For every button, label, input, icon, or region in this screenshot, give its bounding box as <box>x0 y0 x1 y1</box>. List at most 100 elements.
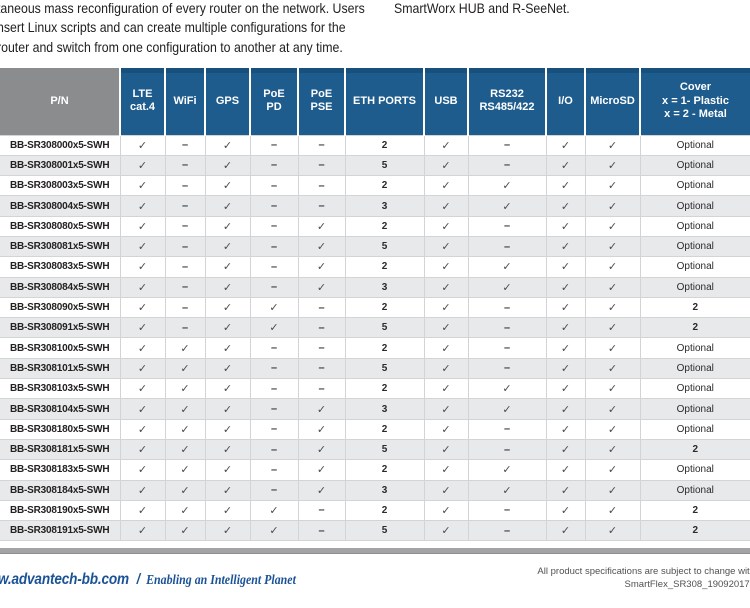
feature-cell: – <box>249 134 298 156</box>
cover-cell: Optional <box>639 398 750 420</box>
feature-cell: ✓ <box>584 357 640 379</box>
feature-cell: – <box>297 520 345 542</box>
feature-cell: ✓ <box>119 459 165 481</box>
cover-cell: Optional <box>639 378 750 399</box>
feature-cell: ✓ <box>164 378 205 399</box>
feature-cell: – <box>467 215 546 237</box>
feature-cell: – <box>467 317 546 338</box>
footer-tagline: Enabling an Intelligent Planet <box>146 573 296 588</box>
feature-cell: – <box>467 357 546 379</box>
feature-cell: 2 <box>344 378 424 399</box>
feature-cell: – <box>297 175 345 196</box>
cover-cell: Optional <box>639 235 750 257</box>
feature-cell: ✓ <box>119 134 165 156</box>
feature-cell: ✓ <box>545 479 585 501</box>
feature-cell: ✓ <box>297 479 345 501</box>
feature-cell: ✓ <box>467 175 546 196</box>
feature-cell: ✓ <box>545 276 585 298</box>
feature-cell: ✓ <box>204 459 250 481</box>
feature-cell: ✓ <box>423 398 468 420</box>
feature-cell: ✓ <box>119 418 165 440</box>
feature-cell: ✓ <box>119 235 165 257</box>
feature-cell: ✓ <box>584 256 640 278</box>
pn-cell: BB-SR308080x5-SWH <box>0 215 120 237</box>
pn-cell: BB-SR308181x5-SWH <box>0 438 120 460</box>
feature-cell: ✓ <box>204 337 250 359</box>
intro-line: nsert Linux scripts and can create multi… <box>0 19 346 36</box>
feature-cell: – <box>249 378 298 399</box>
feature-cell: ✓ <box>545 154 585 176</box>
feature-cell: – <box>467 337 546 359</box>
footer-note: All product specifications are subject t… <box>537 566 750 591</box>
feature-cell: ✓ <box>164 398 205 420</box>
feature-cell: ✓ <box>119 398 165 420</box>
feature-cell: – <box>249 175 298 196</box>
feature-cell: ✓ <box>545 520 585 542</box>
feature-cell: ✓ <box>467 276 546 298</box>
spec-table: P/N LTE cat.4 WiFi GPS PoE PD PoE PSE ETH PORTS US… <box>0 68 750 542</box>
table-row: BB-SR308104x5-SWH ✓ ✓ ✓ – ✓ 3 ✓ ✓ ✓ ✓ Optional <box>0 398 750 420</box>
cover-cell: Optional <box>639 154 750 176</box>
cover-cell: 2 <box>639 499 750 521</box>
feature-cell: ✓ <box>584 235 640 257</box>
feature-cell: 5 <box>344 154 424 176</box>
feature-cell: ✓ <box>467 378 546 399</box>
feature-cell: – <box>249 195 298 217</box>
cover-cell: Optional <box>639 357 750 379</box>
cover-cell: Optional <box>639 175 750 196</box>
feature-cell: 2 <box>344 256 424 278</box>
feature-cell: ✓ <box>467 195 546 217</box>
header-row: P/N LTE cat.4 WiFi GPS PoE PD PoE PSE ETH PORTS US… <box>0 68 750 135</box>
table-row: BB-SR308004x5-SWH ✓ – ✓ – –3 ✓ ✓ ✓ ✓ Optional <box>0 195 750 217</box>
cover-cell: Optional <box>639 215 750 237</box>
feature-cell: – <box>249 459 298 481</box>
footer-note-line: All product specifications are subject t… <box>537 566 750 577</box>
feature-cell: ✓ <box>545 459 585 481</box>
feature-cell: ✓ <box>204 438 250 460</box>
feature-cell: ✓ <box>584 438 640 460</box>
feature-cell: ✓ <box>584 520 640 542</box>
feature-cell: 2 <box>344 215 424 237</box>
feature-cell: ✓ <box>584 195 640 217</box>
cover-cell: 2 <box>639 317 750 338</box>
pn-cell: BB-SR308004x5-SWH <box>0 195 120 217</box>
footer-note-line: SmartFlex_SR308_19092017d <box>624 578 750 590</box>
feature-cell: ✓ <box>584 296 640 318</box>
column-header-microsd: MicroSD <box>584 68 640 135</box>
feature-cell: ✓ <box>584 317 640 338</box>
feature-cell: 2 <box>344 499 424 521</box>
feature-cell: 3 <box>344 276 424 298</box>
feature-cell: ✓ <box>423 175 468 196</box>
feature-cell: ✓ <box>584 175 640 196</box>
feature-cell: 2 <box>344 175 424 196</box>
pn-cell: BB-SR308180x5-SWH <box>0 418 120 440</box>
feature-cell: ✓ <box>297 398 345 420</box>
feature-cell: ✓ <box>119 438 165 460</box>
feature-cell: ✓ <box>164 337 205 359</box>
feature-cell: ✓ <box>423 256 468 278</box>
feature-cell: – <box>467 134 546 156</box>
feature-cell: ✓ <box>423 520 468 542</box>
table-row: BB-SR308100x5-SWH ✓ ✓ ✓ – –2 ✓ – ✓ ✓ Optional <box>0 337 750 359</box>
feature-cell: ✓ <box>249 520 298 542</box>
footer-branding: w.advantech-bb.com / Enabling an Intellige… <box>0 571 296 589</box>
feature-cell: ✓ <box>119 357 165 379</box>
pn-cell: BB-SR308084x5-SWH <box>0 276 120 298</box>
feature-cell: ✓ <box>467 459 546 481</box>
feature-cell: 5 <box>344 317 424 338</box>
table-row: BB-SR308191x5-SWH ✓ ✓ ✓ ✓ –5 ✓ – ✓ ✓ 2 <box>0 520 750 542</box>
feature-cell: ✓ <box>119 520 165 542</box>
feature-cell: ✓ <box>249 499 298 521</box>
feature-cell: ✓ <box>297 256 345 278</box>
feature-cell: ✓ <box>204 378 250 399</box>
feature-cell: – <box>249 398 298 420</box>
feature-cell: – <box>164 215 205 237</box>
feature-cell: ✓ <box>204 357 250 379</box>
feature-cell: – <box>164 134 205 156</box>
table-row: BB-SR308091x5-SWH ✓ – ✓ ✓ –5 ✓ – ✓ ✓ 2 <box>0 317 750 338</box>
table-row: BB-SR308003x5-SWH ✓ – ✓ – –2 ✓ ✓ ✓ ✓ Optional <box>0 175 750 196</box>
pn-cell: BB-SR308191x5-SWH <box>0 520 120 542</box>
feature-cell: ✓ <box>584 459 640 481</box>
feature-cell: ✓ <box>545 398 585 420</box>
pn-cell: BB-SR308184x5-SWH <box>0 479 120 501</box>
